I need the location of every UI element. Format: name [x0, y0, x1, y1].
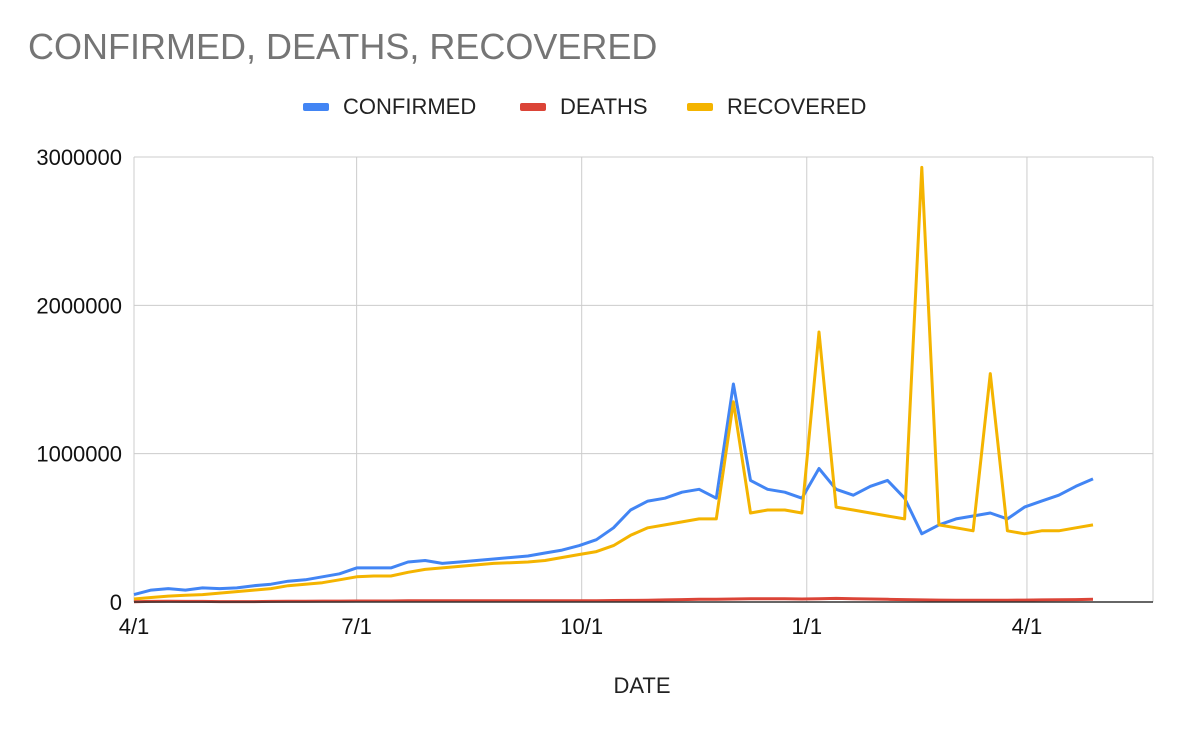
y-tick-label: 2000000: [36, 293, 122, 318]
x-axis-title: DATE: [613, 673, 670, 698]
y-tick-label: 0: [110, 590, 122, 615]
y-tick-label: 3000000: [36, 145, 122, 170]
legend-item-confirmed: CONFIRMED: [303, 93, 476, 121]
legend-swatch: [303, 103, 329, 111]
legend: CONFIRMED DEATHS RECOVERED: [0, 93, 1180, 121]
legend-swatch: [520, 103, 546, 111]
y-tick-labels: 3000000 2000000 1000000 0: [36, 145, 122, 615]
legend-item-deaths: DEATHS: [520, 93, 648, 121]
legend-label: RECOVERED: [727, 94, 867, 119]
series-line-deaths: [133, 596, 1094, 604]
chart-title: CONFIRMED, DEATHS, RECOVERED: [28, 26, 658, 67]
series-line-recovered: [133, 165, 1094, 601]
legend-label: CONFIRMED: [343, 94, 477, 119]
x-tick-label: 4/1: [1012, 614, 1043, 639]
legend-item-recovered: RECOVERED: [687, 93, 866, 121]
x-tick-label: 7/1: [341, 614, 372, 639]
x-tick-labels: 4/1 7/1 10/1 1/1 4/1: [119, 614, 1043, 639]
x-tick-label: 10/1: [560, 614, 603, 639]
gridlines: [133, 156, 1154, 602]
legend-swatch: [687, 103, 713, 111]
x-tick-label: 4/1: [119, 614, 150, 639]
series-line-confirmed: [133, 382, 1094, 597]
legend-label: DEATHS: [560, 94, 648, 119]
series-lines: [133, 165, 1094, 604]
y-tick-label: 1000000: [36, 442, 122, 467]
x-tick-label: 1/1: [791, 614, 822, 639]
